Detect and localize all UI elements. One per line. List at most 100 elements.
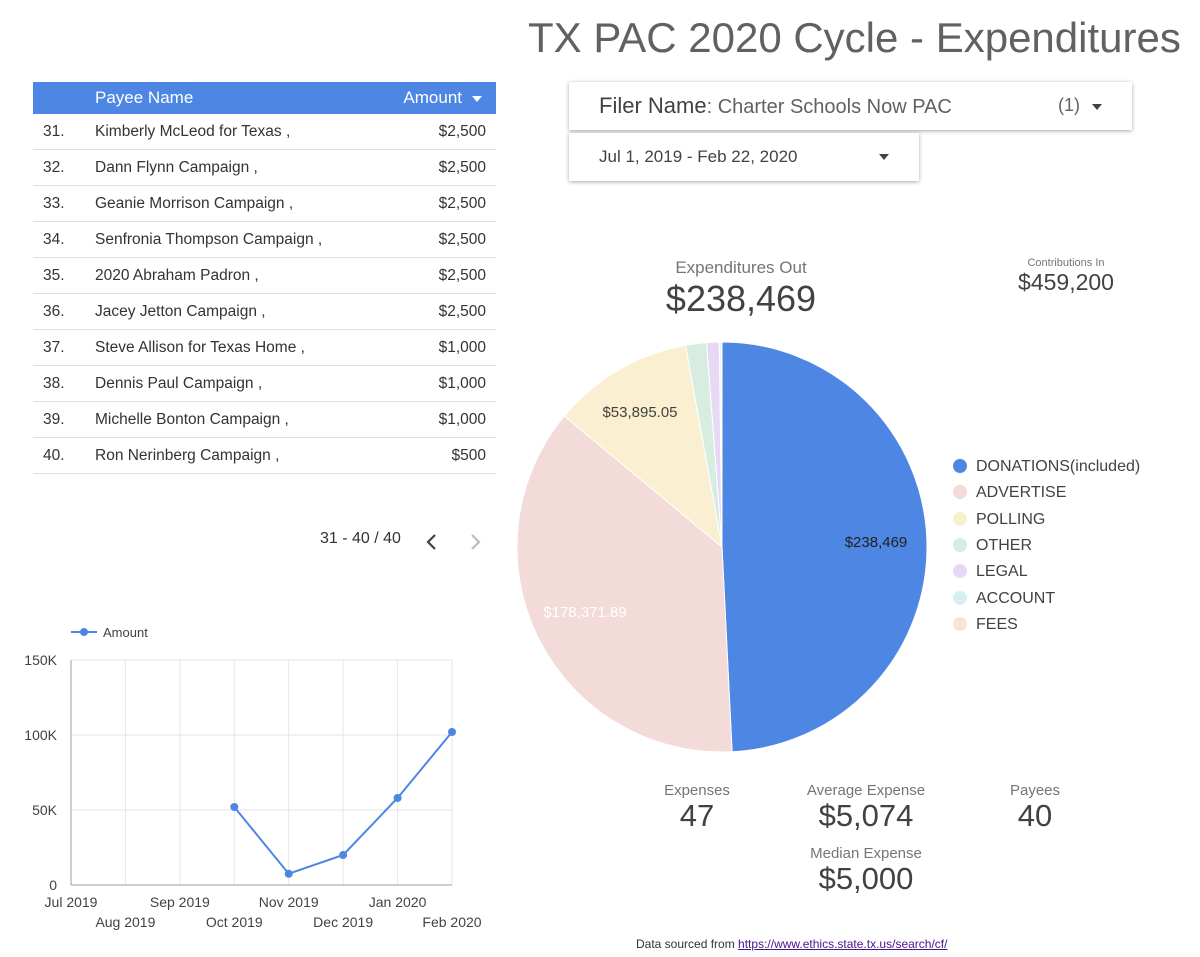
pie-legend: DONATIONS(included) ADVERTISE POLLING OTHER… bbox=[953, 458, 1153, 648]
pagination-label: 31 - 40 / 40 bbox=[320, 530, 401, 547]
line-legend-label: Amount bbox=[103, 625, 148, 640]
contributions-in-value: $459,200 bbox=[1018, 269, 1114, 295]
filer-name-label: Filer Name bbox=[599, 93, 707, 118]
contributions-in-label: Contributions In bbox=[1027, 257, 1105, 269]
legend-item[interactable]: FEES bbox=[953, 616, 1018, 634]
legend-item[interactable]: OTHER bbox=[953, 537, 1032, 555]
y-tick-label: 50K bbox=[32, 802, 58, 818]
x-tick-label: Aug 2019 bbox=[95, 914, 155, 930]
legend-swatch bbox=[953, 485, 967, 500]
previous-page-button[interactable] bbox=[420, 528, 444, 556]
y-tick-label: 0 bbox=[49, 877, 57, 893]
line-legend-marker bbox=[80, 628, 88, 636]
row-index: 31. bbox=[43, 123, 65, 140]
table-row[interactable]: 40. Ron Nerinberg Campaign , $500 bbox=[33, 438, 496, 474]
row-index: 33. bbox=[43, 195, 65, 212]
column-header-payee-name[interactable]: Payee Name bbox=[95, 88, 194, 107]
table-row[interactable]: 31. Kimberly McLeod for Texas , $2,500 bbox=[33, 114, 496, 150]
legend-item[interactable]: ACCOUNT bbox=[953, 590, 1055, 608]
expenses-label: Expenses bbox=[664, 782, 730, 799]
row-index: 36. bbox=[43, 303, 65, 320]
x-tick-label: Sep 2019 bbox=[150, 894, 210, 910]
average-expense-label: Average Expense bbox=[806, 782, 926, 799]
table-row[interactable]: 36. Jacey Jetton Campaign , $2,500 bbox=[33, 294, 496, 330]
data-point[interactable] bbox=[393, 794, 402, 802]
legend-swatch bbox=[953, 537, 967, 552]
table-row[interactable]: 37. Steve Allison for Texas Home , $1,000 bbox=[33, 330, 496, 366]
column-header-amount-label: Amount bbox=[403, 88, 462, 107]
pie-slice-donations-included[interactable] bbox=[721, 341, 928, 753]
filer-name-filter-text: Filer Name: Charter Schools Now PAC bbox=[599, 93, 952, 119]
filer-name-filter[interactable]: Filer Name: Charter Schools Now PAC (1) bbox=[569, 82, 1132, 130]
amount-cell: $2,500 bbox=[438, 303, 486, 320]
payee-name-cell: Kimberly McLeod for Texas , bbox=[95, 123, 291, 140]
legend-item[interactable]: DONATIONS(included) bbox=[953, 458, 1140, 476]
payees-value: 40 bbox=[1017, 798, 1053, 833]
legend-label: LEGAL bbox=[976, 563, 1028, 581]
data-point[interactable] bbox=[284, 869, 293, 878]
pie-slice-advertise[interactable] bbox=[516, 415, 733, 753]
y-tick-label: 100K bbox=[24, 727, 57, 743]
date-range-filter[interactable]: Jul 1, 2019 - Feb 22, 2020 bbox=[569, 133, 919, 181]
table-row[interactable]: 38. Dennis Paul Campaign , $1,000 bbox=[33, 366, 496, 402]
payee-name-cell: Dennis Paul Campaign , bbox=[95, 375, 263, 392]
amount-cell: $2,500 bbox=[438, 231, 486, 248]
amount-cell: $500 bbox=[451, 447, 486, 464]
pie-slice-label: $238,469 bbox=[845, 534, 908, 551]
source-link[interactable]: https://www.ethics.state.tx.us/search/cf… bbox=[738, 937, 948, 951]
legend-label: ACCOUNT bbox=[976, 589, 1056, 607]
legend-label: ADVERTISE bbox=[976, 484, 1067, 502]
payee-table: Payee Name Amount 31. Kimberly McLeod for… bbox=[33, 82, 496, 474]
chevron-right-icon bbox=[471, 534, 481, 550]
payee-name-cell: Ron Nerinberg Campaign , bbox=[95, 447, 280, 464]
x-tick-label: Oct 2019 bbox=[206, 914, 263, 930]
legend-item[interactable]: POLLING bbox=[953, 511, 1045, 529]
column-header-amount[interactable]: Amount bbox=[403, 88, 482, 108]
next-page-button[interactable] bbox=[464, 528, 488, 556]
legend-swatch bbox=[953, 590, 967, 605]
legend-label: FEES bbox=[976, 615, 1018, 633]
row-index: 40. bbox=[43, 447, 65, 464]
row-index: 35. bbox=[43, 267, 65, 284]
payee-name-cell: Geanie Morrison Campaign , bbox=[95, 195, 294, 212]
row-index: 39. bbox=[43, 411, 65, 428]
table-row[interactable]: 39. Michelle Bonton Campaign , $1,000 bbox=[33, 402, 496, 438]
expenses-value: 47 bbox=[679, 798, 715, 833]
pie-slice-polling[interactable] bbox=[563, 344, 723, 549]
filer-selected-count: (1) bbox=[1058, 95, 1080, 115]
legend-item[interactable]: ADVERTISE bbox=[953, 484, 1066, 502]
table-row[interactable]: 34. Senfronia Thompson Campaign , $2,500 bbox=[33, 222, 496, 258]
x-tick-label: Feb 2020 bbox=[422, 914, 481, 930]
table-row[interactable]: 32. Dann Flynn Campaign , $2,500 bbox=[33, 150, 496, 186]
expenditures-out-value: $238,469 bbox=[665, 278, 817, 319]
expense-category-pie-chart: $238,469 $178,371.89 $53,895.05 bbox=[516, 341, 928, 753]
payee-name-cell: Michelle Bonton Campaign , bbox=[95, 411, 289, 428]
dropdown-caret-icon bbox=[1092, 104, 1102, 110]
payee-name-cell: Jacey Jetton Campaign , bbox=[95, 303, 266, 320]
table-body: 31. Kimberly McLeod for Texas , $2,500 32. D… bbox=[33, 114, 496, 474]
table-row[interactable]: 35. 2020 Abraham Padron , $2,500 bbox=[33, 258, 496, 294]
x-tick-label: Nov 2019 bbox=[259, 894, 319, 910]
median-expense-label: Median Expense bbox=[810, 845, 922, 862]
legend-item[interactable]: LEGAL bbox=[953, 563, 1028, 581]
legend-swatch bbox=[953, 511, 967, 526]
amount-over-time-line-chart: 0 50K 100K 150K Jul 2019 Aug 2019 Sep 2019 Oct … bbox=[24, 625, 481, 930]
table-row[interactable]: 33. Geanie Morrison Campaign , $2,500 bbox=[33, 186, 496, 222]
legend-swatch bbox=[953, 564, 967, 579]
pie-slice-label: $178,371.89 bbox=[543, 604, 626, 621]
row-index: 38. bbox=[43, 375, 65, 392]
legend-swatch bbox=[953, 616, 967, 631]
pie-slice-fees[interactable] bbox=[720, 341, 723, 548]
chevron-left-icon bbox=[426, 534, 436, 550]
amount-cell: $1,000 bbox=[438, 411, 486, 428]
y-tick-label: 150K bbox=[24, 652, 57, 668]
x-tick-label: Jul 2019 bbox=[45, 894, 98, 910]
median-expense-value: $5,000 bbox=[818, 861, 914, 896]
data-point[interactable] bbox=[448, 728, 456, 736]
legend-label: OTHER bbox=[976, 536, 1032, 554]
row-index: 34. bbox=[43, 231, 65, 248]
date-range-value: Jul 1, 2019 - Feb 22, 2020 bbox=[599, 147, 798, 166]
data-point[interactable] bbox=[230, 803, 239, 811]
sort-desc-icon bbox=[472, 95, 482, 102]
data-point[interactable] bbox=[339, 851, 348, 859]
